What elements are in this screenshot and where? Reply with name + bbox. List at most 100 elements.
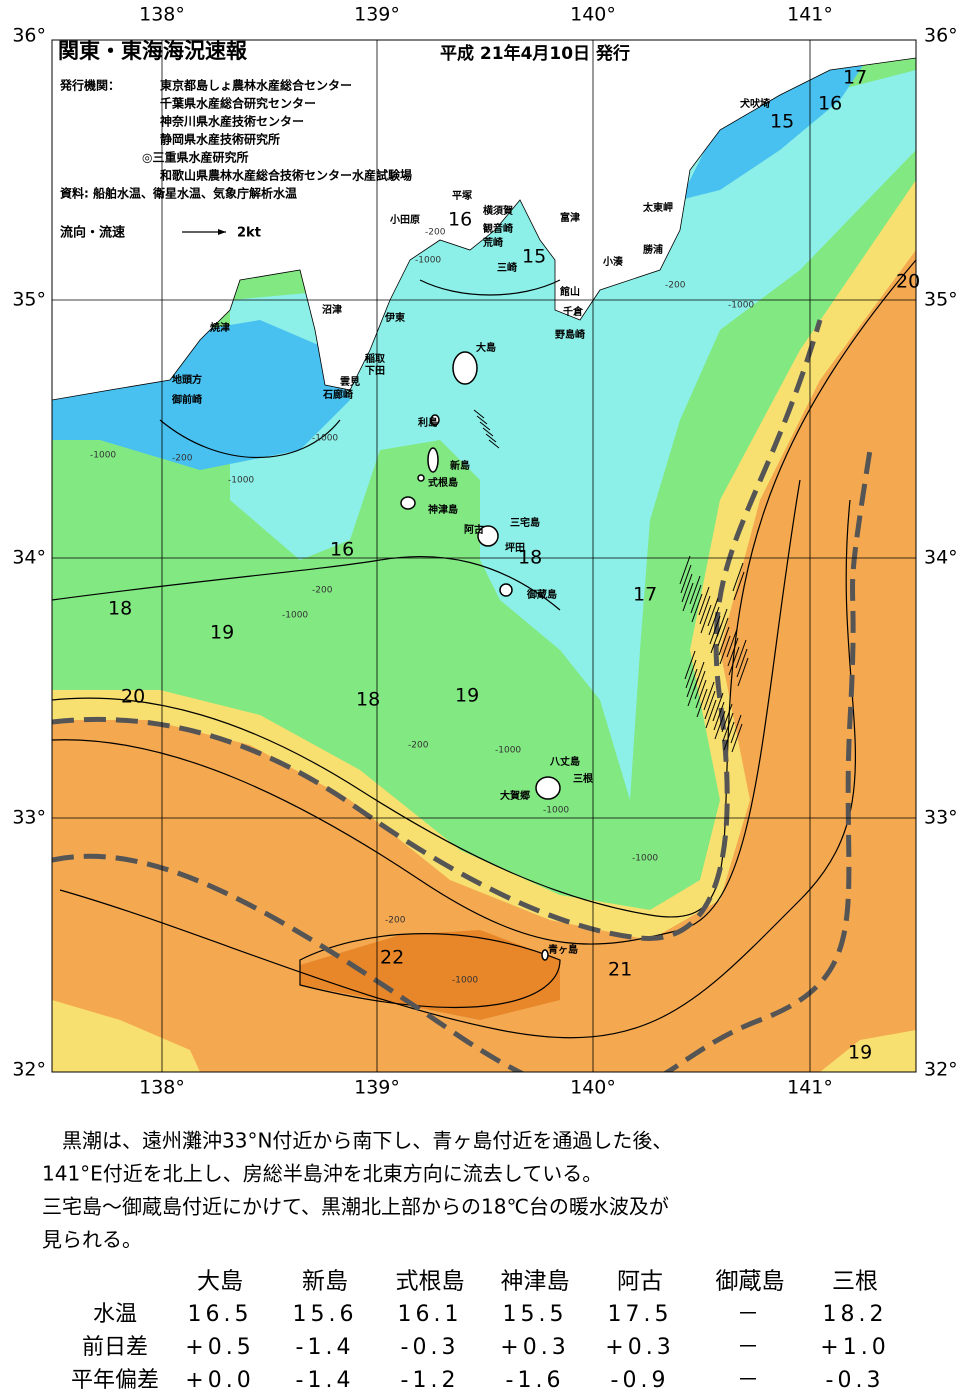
place-label: 式根島 — [428, 476, 458, 489]
issuer: 東京都島しょ農林水産総合センター — [160, 78, 352, 93]
place-label: 平塚 — [452, 189, 472, 202]
current-arrow — [681, 573, 693, 603]
isotherm-label: 19 — [210, 622, 234, 644]
legend-speed: 2kt — [237, 226, 261, 241]
current-arrow — [488, 439, 500, 449]
current-arrow — [680, 564, 692, 594]
place-label: 新島 — [450, 459, 470, 472]
current-arrow — [717, 617, 729, 647]
isotherm-label: 22 — [380, 947, 404, 969]
current-arrow — [733, 571, 745, 601]
legend-arrowhead — [218, 229, 226, 235]
depth-label: -1000 — [632, 854, 658, 864]
isotherm-label: 19 — [455, 685, 479, 707]
place-label: 沼津 — [322, 303, 342, 316]
current-arrow — [719, 635, 731, 665]
latitude-label: 33° — [12, 807, 46, 829]
isotherm-label: 16 — [330, 539, 354, 561]
contours — [52, 259, 916, 1039]
isotherm-label: 15 — [770, 111, 794, 133]
place-label: 大賀郷 — [500, 789, 530, 802]
place-label: 三崎 — [497, 261, 517, 274]
current-arrow — [479, 421, 491, 431]
isotherm-label: 17 — [843, 67, 867, 89]
current-arrow — [690, 584, 702, 614]
table-cell: 17.5 — [608, 1302, 673, 1327]
table-header: 三根 — [832, 1269, 878, 1295]
table-cell: -1.2 — [401, 1368, 460, 1393]
longitude-label: 139° — [354, 1077, 400, 1099]
islands — [400, 351, 561, 961]
current-arrow — [482, 427, 494, 437]
issuer: 神奈川県水産技術センター — [160, 114, 304, 129]
land — [52, 40, 916, 401]
depth-label: -200 — [408, 741, 429, 751]
isotherm-label: 15 — [522, 246, 546, 268]
place-label: 御前崎 — [171, 393, 202, 406]
paragraph-line: 141°E付近を北上し、房総半島沖を北東方向に流去している。 — [42, 1162, 602, 1186]
place-label: 伊東 — [384, 311, 405, 324]
issuer: 千葉県水産総合研究センター — [160, 96, 316, 111]
table-cell: -1.6 — [506, 1368, 565, 1393]
place-label: 焼津 — [210, 321, 230, 334]
depth-label: -1000 — [90, 451, 116, 461]
current-arrow — [698, 586, 710, 616]
depth-label: -1000 — [452, 976, 478, 986]
current-arrow — [473, 409, 485, 419]
table-cell: +0.3 — [605, 1335, 674, 1360]
issuer: 和歌山県農林水産総合技術センター水産試験場 — [159, 168, 412, 183]
table-cell: -0.3 — [401, 1335, 460, 1360]
place-label: 神津島 — [428, 503, 458, 516]
map — [52, 40, 916, 1072]
latitude-label: 36° — [924, 25, 958, 47]
current-arrow — [703, 681, 715, 711]
depth-label: -1000 — [728, 301, 754, 311]
current-arrow — [714, 710, 726, 740]
table-cell: -0.9 — [611, 1368, 670, 1393]
table-cell: 水温 — [93, 1302, 137, 1327]
paragraph-line: 三宅島～御蔵島付近にかけて、黒潮北上部からの18℃台の暖水波及が — [42, 1195, 669, 1219]
table-cell: -0.3 — [826, 1368, 885, 1393]
place-label: 小湊 — [602, 255, 624, 268]
legend-label: 流向・流速 — [60, 225, 125, 241]
issuer: ◎三重県水産研究所 — [142, 150, 248, 165]
latitude-label: 32° — [924, 1059, 958, 1081]
isotherm-label: 20 — [121, 686, 145, 708]
hot-water — [300, 930, 560, 1020]
longitude-label: 140° — [570, 4, 616, 26]
isotherm-label: 20 — [896, 271, 920, 293]
current-arrow — [679, 555, 691, 585]
place-label: 阿古 — [464, 523, 484, 536]
table-cell: － — [737, 1335, 763, 1360]
source: 資料: 船舶水温、衛星水温、気象庁解析水温 — [60, 186, 297, 201]
current-arrow — [694, 670, 706, 700]
table-cell: 15.6 — [293, 1302, 358, 1327]
latitude-label: 36° — [12, 25, 46, 47]
table-header: 大島 — [197, 1269, 243, 1295]
current-arrow — [726, 628, 738, 658]
place-label: 大島 — [476, 341, 496, 354]
title: 関東・東海海況速報 — [58, 39, 248, 63]
place-label: 下田 — [365, 365, 385, 377]
latitude-label: 35° — [12, 289, 46, 311]
current-arrow — [723, 721, 735, 751]
depth-label: -200 — [385, 916, 406, 926]
table-cell: 18.2 — [823, 1302, 888, 1327]
table-cell: 前日差 — [82, 1335, 148, 1360]
current-arrow — [712, 692, 724, 722]
latitude-label: 34° — [924, 547, 958, 569]
current-arrow — [699, 595, 711, 625]
paragraph-line: 黒潮は、遠州灘沖33°N付近から南下し、青ヶ島付近を通過した後、 — [42, 1129, 672, 1153]
warm-water — [52, 1000, 200, 1072]
longitude-label: 138° — [139, 4, 185, 26]
isotherm-label: 18 — [108, 598, 132, 620]
current-arrow — [707, 597, 719, 627]
isotherm-label: 18 — [518, 547, 542, 569]
current-arrow — [689, 575, 701, 605]
longitude-label: 141° — [787, 4, 833, 26]
table-header: 神津島 — [501, 1269, 570, 1295]
place-label: 小田原 — [389, 213, 420, 226]
latitude-label: 33° — [924, 807, 958, 829]
place-label: 千倉 — [563, 305, 584, 318]
